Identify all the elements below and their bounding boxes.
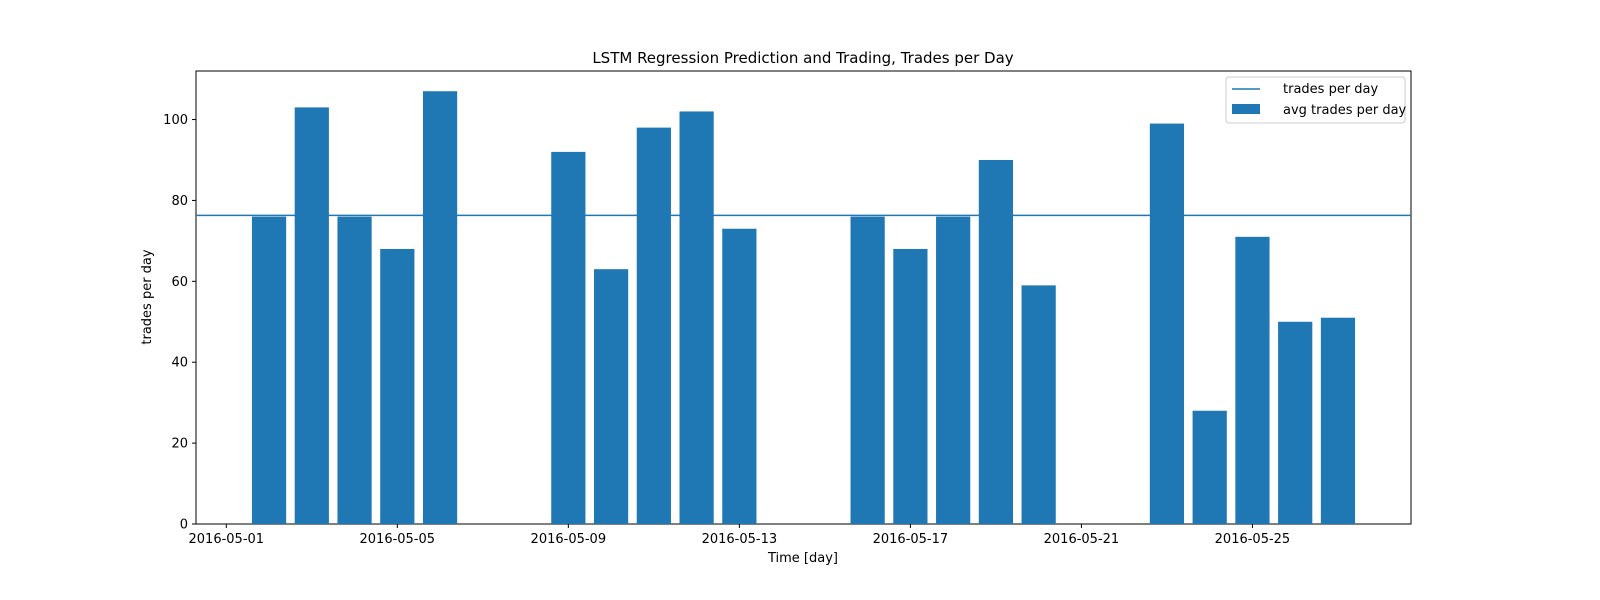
bar-2016-05-03	[294, 107, 329, 524]
bar-2016-05-11	[636, 127, 671, 524]
y-tick-label-80: 80	[171, 194, 188, 209]
bar-2016-05-10	[593, 269, 629, 524]
x-tick-label-2016-05-05: 2016-05-05	[360, 532, 436, 547]
bar-2016-05-02	[251, 216, 287, 524]
x-axis-label: Time [day]	[767, 551, 838, 566]
bar-2016-05-06	[422, 91, 458, 525]
y-tick-label-60: 60	[171, 275, 188, 290]
bar-2016-05-09	[551, 151, 586, 524]
bar-2016-05-25	[1235, 236, 1270, 524]
bar-2016-05-26	[1278, 321, 1313, 524]
bar-2016-05-13	[722, 228, 757, 524]
plot-frame	[195, 70, 1412, 525]
bar-2016-05-16	[850, 216, 885, 524]
bar-2016-05-04	[337, 216, 372, 524]
x-tick-label-2016-05-17: 2016-05-17	[873, 532, 949, 547]
bar-2016-05-17	[893, 248, 928, 524]
bar-2016-05-23	[1149, 123, 1185, 525]
bar-2016-05-20	[1021, 285, 1056, 524]
y-tick-label-20: 20	[171, 437, 188, 452]
x-tick-label-2016-05-13: 2016-05-13	[702, 532, 778, 547]
bar-2016-05-18	[936, 216, 971, 524]
y-axis: 0 20 40 60 80 100	[163, 113, 196, 533]
legend-label-avg-trades-per-day: avg trades per day	[1283, 103, 1407, 118]
y-axis-label: trades per day	[140, 249, 155, 345]
bar-2016-05-27	[1320, 317, 1356, 524]
y-tick-label-100: 100	[163, 113, 188, 128]
legend-label-trades-per-day: trades per day	[1283, 82, 1379, 97]
legend: trades per day avg trades per day	[1225, 76, 1407, 124]
y-tick-label-0: 0	[180, 518, 188, 533]
bar-2016-05-12	[679, 111, 714, 525]
legend-box	[1225, 76, 1406, 124]
x-axis: 2016-05-01 2016-05-05 2016-05-09 2016-05-13…	[189, 524, 1291, 547]
x-tick-label-2016-05-09: 2016-05-09	[531, 532, 607, 547]
y-tick-label-40: 40	[171, 356, 188, 371]
chart-title: LSTM Regression Prediction and Trading, …	[592, 49, 1013, 67]
bars-layer	[251, 91, 1356, 525]
bar-2016-05-24	[1192, 410, 1227, 524]
x-tick-label-2016-05-01: 2016-05-01	[189, 532, 265, 547]
bar-2016-05-19	[978, 159, 1014, 524]
bar-2016-05-05	[380, 248, 415, 524]
legend-bar-swatch	[1232, 104, 1260, 114]
x-tick-label-2016-05-25: 2016-05-25	[1215, 532, 1291, 547]
x-tick-label-2016-05-21: 2016-05-21	[1044, 532, 1120, 547]
